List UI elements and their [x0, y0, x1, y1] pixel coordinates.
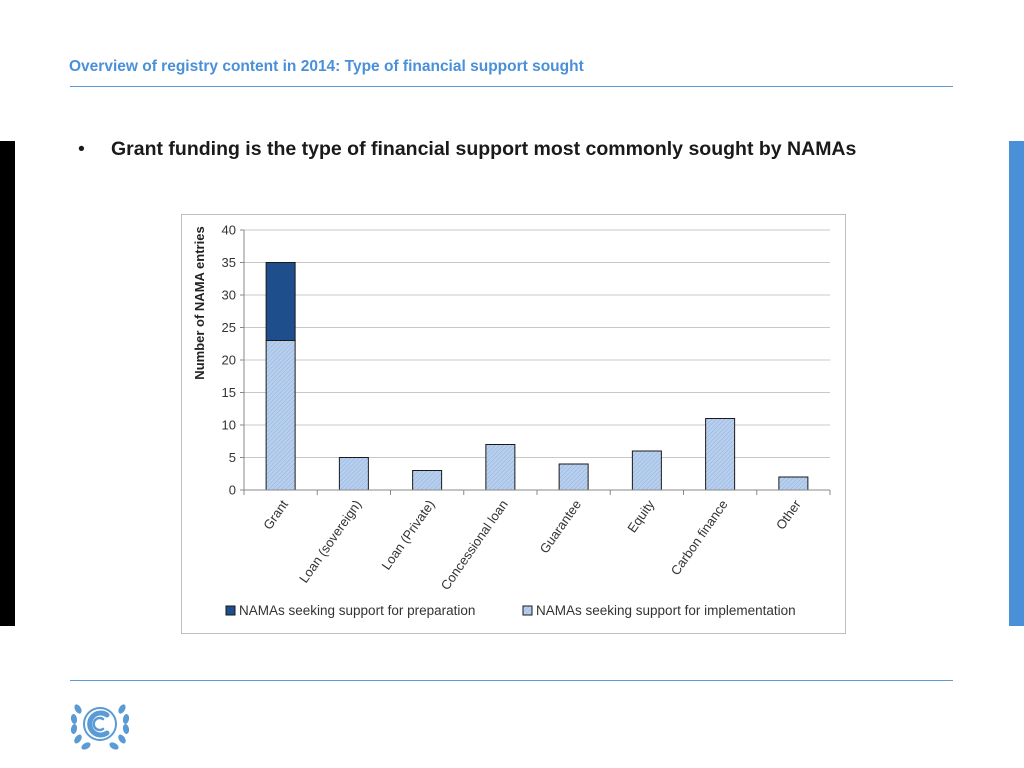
bars — [265, 262, 809, 491]
axes — [240, 229, 831, 495]
chart-frame: 0 5 10 15 20 25 30 35 40 Grant Loan (sovereign) Lo… — [181, 214, 846, 634]
bullet-point: • Grant funding is the type of financial… — [78, 138, 856, 161]
legend-swatch — [522, 605, 533, 616]
legend-label: NAMAs seeking support for preparation — [239, 603, 475, 618]
y-tick-label: 20 — [222, 353, 236, 368]
y-axis-ticks: 0 5 10 15 20 25 30 35 40 — [222, 223, 236, 498]
slide-title: Overview of registry content in 2014: Ty… — [69, 58, 584, 75]
bullet-symbol: • — [78, 138, 85, 160]
x-tick-label: Carbon finance — [668, 497, 731, 578]
y-tick-label: 35 — [222, 255, 236, 270]
gridlines — [244, 229, 830, 458]
right-accent-bar — [1009, 141, 1024, 626]
y-tick-label: 40 — [222, 223, 236, 238]
legend-swatch — [225, 605, 236, 616]
bar-implementation — [485, 444, 516, 491]
x-tick-label: Equity — [624, 497, 657, 536]
y-tick-label: 10 — [222, 418, 236, 433]
bar-implementation — [705, 418, 736, 491]
bar-preparation — [265, 262, 296, 341]
y-tick-label: 15 — [222, 385, 236, 400]
bar-implementation — [265, 340, 296, 491]
unfccc-logo-icon — [70, 704, 130, 750]
legend: NAMAs seeking support for preparation NAM… — [225, 603, 796, 618]
left-accent-bar — [0, 141, 15, 626]
x-tick-label: Loan (sovereign) — [296, 497, 364, 586]
x-axis-ticks: Grant Loan (sovereign) Loan (Private) Conce… — [260, 497, 804, 593]
bar-chart: 0 5 10 15 20 25 30 35 40 Grant Loan (sovereign) Lo… — [192, 223, 831, 618]
y-tick-label: 25 — [222, 320, 236, 335]
y-axis-label: Number of NAMA entries — [192, 226, 207, 379]
bar-implementation — [338, 457, 369, 491]
footer-divider — [70, 680, 953, 681]
bar-implementation — [558, 463, 589, 491]
title-divider — [70, 86, 953, 87]
bullet-text: Grant funding is the type of financial s… — [111, 138, 857, 160]
x-tick-label: Grant — [260, 497, 291, 533]
y-tick-label: 0 — [229, 483, 236, 498]
x-tick-label: Loan (Private) — [378, 497, 437, 572]
bar-implementation — [778, 476, 809, 491]
x-tick-label: Guarantee — [537, 497, 585, 556]
x-tick-label: Other — [773, 497, 804, 533]
legend-label: NAMAs seeking support for implementation — [536, 603, 796, 618]
y-tick-label: 30 — [222, 288, 236, 303]
x-tick-label: Concessional loan — [438, 497, 511, 593]
bar-implementation — [412, 470, 443, 491]
bar-implementation — [631, 450, 662, 491]
y-tick-label: 5 — [229, 450, 236, 465]
